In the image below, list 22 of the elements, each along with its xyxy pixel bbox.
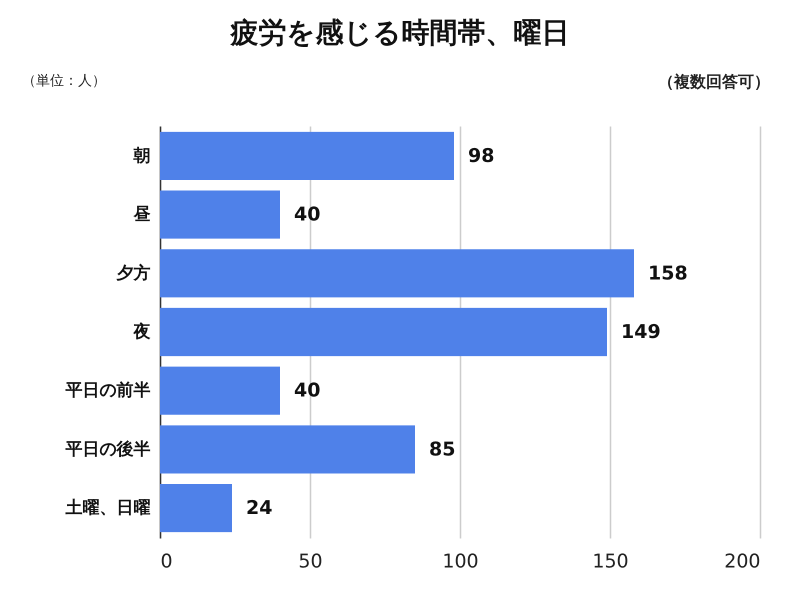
data-label: 158 [648, 262, 688, 284]
y-tick-label: 朝 [132, 146, 150, 166]
y-tick-label: 平日の後半 [64, 439, 150, 460]
text: （単位：人） [22, 72, 106, 90]
y-tick-label: 平日の前半 [64, 380, 150, 401]
data-label: 149 [621, 321, 661, 343]
x-tick-label: 50 [298, 550, 323, 572]
data-label: 40 [294, 204, 320, 226]
y-tick-label: 夕方 [116, 263, 150, 284]
x-tick-label: 0 [160, 550, 173, 572]
chart-title: 疲労を感じる時間帯、曜日 [229, 15, 570, 51]
data-label: 24 [246, 497, 272, 520]
x-tick-label: 150 [592, 550, 629, 572]
y-tick-label: 昼 [132, 204, 150, 225]
x-tick-label: 100 [442, 550, 479, 572]
data-label: 85 [429, 438, 456, 460]
y-tick-label: 夜 [132, 322, 152, 342]
data-label: 40 [294, 380, 320, 402]
data-label: 98 [468, 144, 494, 167]
x-tick-label: 200 [724, 550, 760, 572]
text: （複数回答可） [658, 72, 770, 93]
y-tick-label: 土曜、日曜 [64, 498, 150, 518]
